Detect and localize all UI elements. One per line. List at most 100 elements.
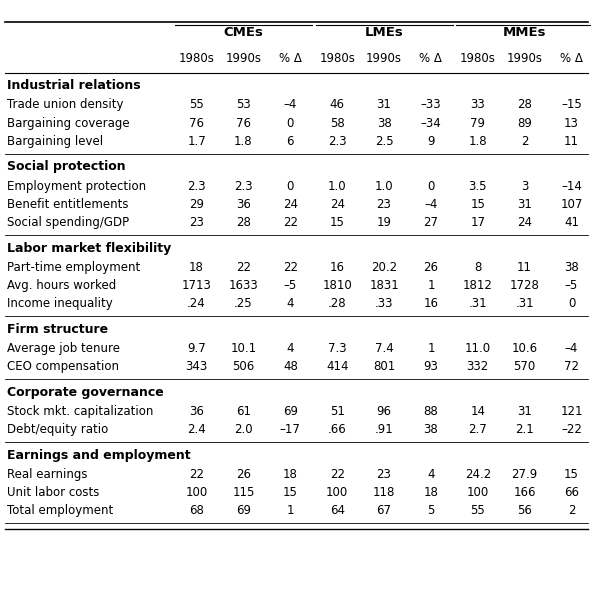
Text: Social protection: Social protection	[7, 161, 125, 173]
Text: 22: 22	[189, 467, 204, 481]
Text: 36: 36	[236, 197, 251, 211]
Text: .91: .91	[375, 423, 394, 436]
Text: Corporate governance: Corporate governance	[7, 386, 163, 399]
Text: 76: 76	[189, 116, 204, 130]
Text: 11.0: 11.0	[465, 342, 491, 355]
Text: 2.3: 2.3	[328, 135, 346, 148]
Text: 11: 11	[517, 261, 532, 274]
Text: 68: 68	[189, 504, 204, 517]
Text: 100: 100	[467, 486, 489, 499]
Text: 2: 2	[521, 135, 528, 148]
Text: 31: 31	[517, 197, 532, 211]
Text: .24: .24	[187, 297, 206, 310]
Text: 2.7: 2.7	[469, 423, 487, 436]
Text: 19: 19	[376, 216, 392, 229]
Text: 66: 66	[564, 486, 579, 499]
Text: 7.4: 7.4	[375, 342, 394, 355]
Text: 100: 100	[186, 486, 207, 499]
Text: 1980s: 1980s	[178, 52, 215, 65]
Text: 1990s: 1990s	[506, 52, 543, 65]
Text: Average job tenure: Average job tenure	[7, 342, 119, 355]
Text: –22: –22	[561, 423, 582, 436]
Text: 4: 4	[427, 467, 434, 481]
Text: 24: 24	[330, 197, 345, 211]
Text: 20.2: 20.2	[371, 261, 397, 274]
Text: 89: 89	[517, 116, 532, 130]
Text: .66: .66	[328, 423, 346, 436]
Text: 36: 36	[189, 405, 204, 418]
Text: 118: 118	[373, 486, 395, 499]
Text: 53: 53	[236, 98, 251, 111]
Text: 58: 58	[330, 116, 345, 130]
Text: 10.6: 10.6	[512, 342, 538, 355]
Text: % Δ: % Δ	[560, 52, 583, 65]
Text: 79: 79	[470, 116, 485, 130]
Text: 27: 27	[423, 216, 439, 229]
Text: 11: 11	[564, 135, 579, 148]
Text: –34: –34	[421, 116, 441, 130]
Text: 64: 64	[330, 504, 345, 517]
Text: 38: 38	[424, 423, 439, 436]
Text: 17: 17	[470, 216, 485, 229]
Text: 48: 48	[283, 360, 298, 373]
Text: 15: 15	[564, 467, 579, 481]
Text: 570: 570	[514, 360, 536, 373]
Text: 22: 22	[330, 467, 345, 481]
Text: 18: 18	[283, 467, 298, 481]
Text: Labor market flexibility: Labor market flexibility	[7, 242, 171, 255]
Text: 96: 96	[376, 405, 392, 418]
Text: 88: 88	[424, 405, 439, 418]
Text: 1633: 1633	[229, 279, 258, 292]
Text: 7.3: 7.3	[328, 342, 346, 355]
Text: 2.0: 2.0	[234, 423, 253, 436]
Text: Earnings and employment: Earnings and employment	[7, 448, 190, 462]
Text: 0: 0	[287, 116, 294, 130]
Text: Unit labor costs: Unit labor costs	[7, 486, 99, 499]
Text: Avg. hours worked: Avg. hours worked	[7, 279, 116, 292]
Text: Bargaining level: Bargaining level	[7, 135, 103, 148]
Text: Total employment: Total employment	[7, 504, 113, 517]
Text: 1.8: 1.8	[469, 135, 487, 148]
Text: 69: 69	[283, 405, 298, 418]
Text: 23: 23	[376, 467, 391, 481]
Text: 1728: 1728	[509, 279, 540, 292]
Text: 23: 23	[376, 197, 391, 211]
Text: 0: 0	[427, 180, 434, 192]
Text: 2.4: 2.4	[187, 423, 206, 436]
Text: 0: 0	[287, 180, 294, 192]
Text: 38: 38	[376, 116, 391, 130]
Text: .28: .28	[328, 297, 346, 310]
Text: 24.2: 24.2	[465, 467, 491, 481]
Text: 2.3: 2.3	[187, 180, 206, 192]
Text: 38: 38	[564, 261, 579, 274]
Text: 76: 76	[236, 116, 251, 130]
Text: 2.5: 2.5	[375, 135, 394, 148]
Text: 29: 29	[189, 197, 204, 211]
Text: –33: –33	[421, 98, 441, 111]
Text: 67: 67	[376, 504, 392, 517]
Text: CEO compensation: CEO compensation	[7, 360, 119, 373]
Text: 23: 23	[189, 216, 204, 229]
Text: Firm structure: Firm structure	[7, 323, 108, 336]
Text: 0: 0	[568, 297, 575, 310]
Text: 16: 16	[330, 261, 345, 274]
Text: 1980s: 1980s	[319, 52, 355, 65]
Text: 1831: 1831	[369, 279, 399, 292]
Text: Social spending/GDP: Social spending/GDP	[7, 216, 129, 229]
Text: 56: 56	[517, 504, 532, 517]
Text: 8: 8	[474, 261, 482, 274]
Text: 2.3: 2.3	[234, 180, 253, 192]
Text: 1990s: 1990s	[225, 52, 261, 65]
Text: –14: –14	[561, 180, 582, 192]
Text: Debt/equity ratio: Debt/equity ratio	[7, 423, 108, 436]
Text: Real earnings: Real earnings	[7, 467, 87, 481]
Text: Part-time employment: Part-time employment	[7, 261, 139, 274]
Text: 1.0: 1.0	[328, 180, 346, 192]
Text: 24: 24	[517, 216, 532, 229]
Text: 1713: 1713	[181, 279, 212, 292]
Text: 28: 28	[517, 98, 532, 111]
Text: –15: –15	[561, 98, 582, 111]
Text: Stock mkt. capitalization: Stock mkt. capitalization	[7, 405, 153, 418]
Text: 14: 14	[470, 405, 485, 418]
Text: 9: 9	[427, 135, 434, 148]
